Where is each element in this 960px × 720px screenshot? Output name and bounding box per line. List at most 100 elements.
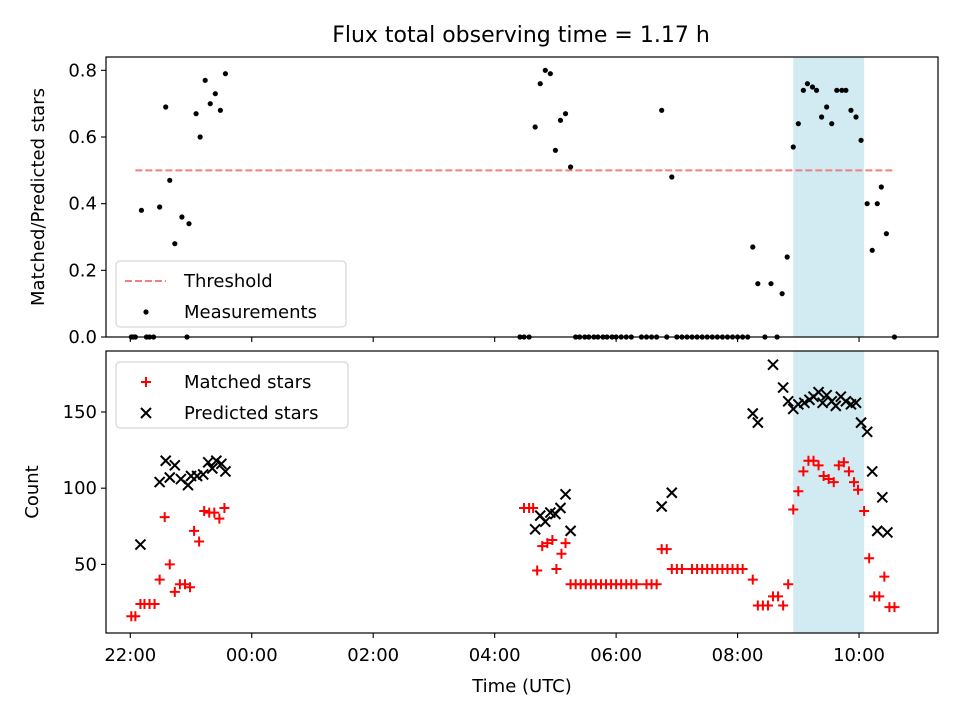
plot-frame xyxy=(105,56,939,338)
data-point xyxy=(838,457,849,468)
data-point xyxy=(864,553,875,564)
data-point xyxy=(193,111,199,117)
data-point xyxy=(879,571,890,582)
data-point xyxy=(210,455,223,467)
data-point xyxy=(816,397,829,409)
data-point xyxy=(532,565,543,576)
data-point xyxy=(881,526,894,539)
data-point xyxy=(889,602,900,613)
data-point xyxy=(874,201,880,207)
data-point xyxy=(666,487,678,499)
data-point xyxy=(560,538,571,549)
data-point xyxy=(207,101,213,107)
data-point xyxy=(833,460,844,471)
data-point xyxy=(551,563,562,574)
data-point xyxy=(542,67,548,73)
data-point xyxy=(164,559,175,570)
data-point xyxy=(874,591,885,602)
plot-frame xyxy=(105,350,939,634)
y-axis-label: Count xyxy=(22,465,43,518)
data-point xyxy=(157,204,163,210)
data-point xyxy=(567,164,574,170)
data-point xyxy=(182,479,194,491)
data-point xyxy=(542,538,553,549)
data-point xyxy=(547,71,553,77)
legend: Matched stars Predicted stars xyxy=(115,361,349,429)
data-point xyxy=(853,114,859,120)
data-point xyxy=(778,600,789,611)
data-point xyxy=(808,455,819,466)
data-point xyxy=(212,91,218,97)
data-point xyxy=(159,512,170,523)
data-point xyxy=(219,503,230,514)
data-point xyxy=(812,386,825,398)
data-point xyxy=(547,535,558,546)
series-1 xyxy=(126,455,900,622)
data-point xyxy=(169,459,181,472)
data-point xyxy=(755,281,761,287)
y-tick-label: 50 xyxy=(74,554,97,575)
data-point xyxy=(737,563,748,574)
data-point xyxy=(843,466,854,477)
data-point xyxy=(163,104,169,110)
legend-label: Threshold xyxy=(183,271,273,292)
ratio-panel: 0.0 0.2 0.4 0.6 0.8 Matched/Predicted stars Th… xyxy=(28,56,939,348)
data-point xyxy=(179,214,185,220)
data-point xyxy=(559,488,572,500)
data-point xyxy=(206,462,218,475)
data-point xyxy=(773,591,784,602)
legend-label: Measurements xyxy=(184,302,317,323)
data-point xyxy=(864,201,870,207)
data-point xyxy=(199,506,210,517)
data-point xyxy=(532,124,538,130)
data-point xyxy=(214,513,225,524)
data-point xyxy=(843,87,849,93)
data-point xyxy=(189,525,200,536)
data-point xyxy=(859,506,870,517)
data-point xyxy=(537,81,543,87)
data-point xyxy=(529,523,541,536)
x-tick-label: 22:00 xyxy=(104,645,156,666)
data-point xyxy=(752,416,764,429)
data-point xyxy=(557,117,564,123)
data-point xyxy=(798,466,809,477)
data-point xyxy=(878,184,884,190)
data-point xyxy=(556,548,567,559)
chart-title: Flux total observing time = 1.17 h xyxy=(332,23,710,48)
data-point xyxy=(848,107,854,113)
data-point xyxy=(167,177,173,183)
y-axis-label: Matched/Predicted stars xyxy=(28,88,49,306)
data-point xyxy=(153,476,166,488)
x-tick-label: 02:00 xyxy=(347,645,399,666)
data-point xyxy=(839,87,845,93)
data-point xyxy=(858,137,864,143)
data-point xyxy=(818,470,829,481)
data-point xyxy=(172,241,178,247)
data-point xyxy=(829,121,835,127)
data-point xyxy=(154,574,165,585)
data-point xyxy=(194,536,205,547)
legend-box xyxy=(115,361,349,429)
data-point xyxy=(798,397,811,409)
data-point xyxy=(853,484,864,495)
data-point xyxy=(750,244,756,250)
data-point xyxy=(134,538,147,551)
data-point xyxy=(160,455,172,467)
data-point xyxy=(848,477,859,488)
data-point xyxy=(861,426,873,438)
legend-label: Predicted stars xyxy=(184,403,318,424)
data-point xyxy=(186,221,192,227)
data-point xyxy=(661,544,672,555)
data-point xyxy=(537,541,548,552)
data-point xyxy=(747,574,758,585)
data-point xyxy=(164,471,176,484)
data-point xyxy=(779,291,785,297)
data-point xyxy=(202,77,208,83)
legend-marker xyxy=(140,407,152,419)
y-tick-label: 0.2 xyxy=(68,260,97,281)
data-point xyxy=(554,502,567,514)
x-tick-label: 08:00 xyxy=(712,645,764,666)
legend-marker xyxy=(143,309,149,315)
data-point xyxy=(209,507,220,518)
data-point xyxy=(784,254,790,260)
